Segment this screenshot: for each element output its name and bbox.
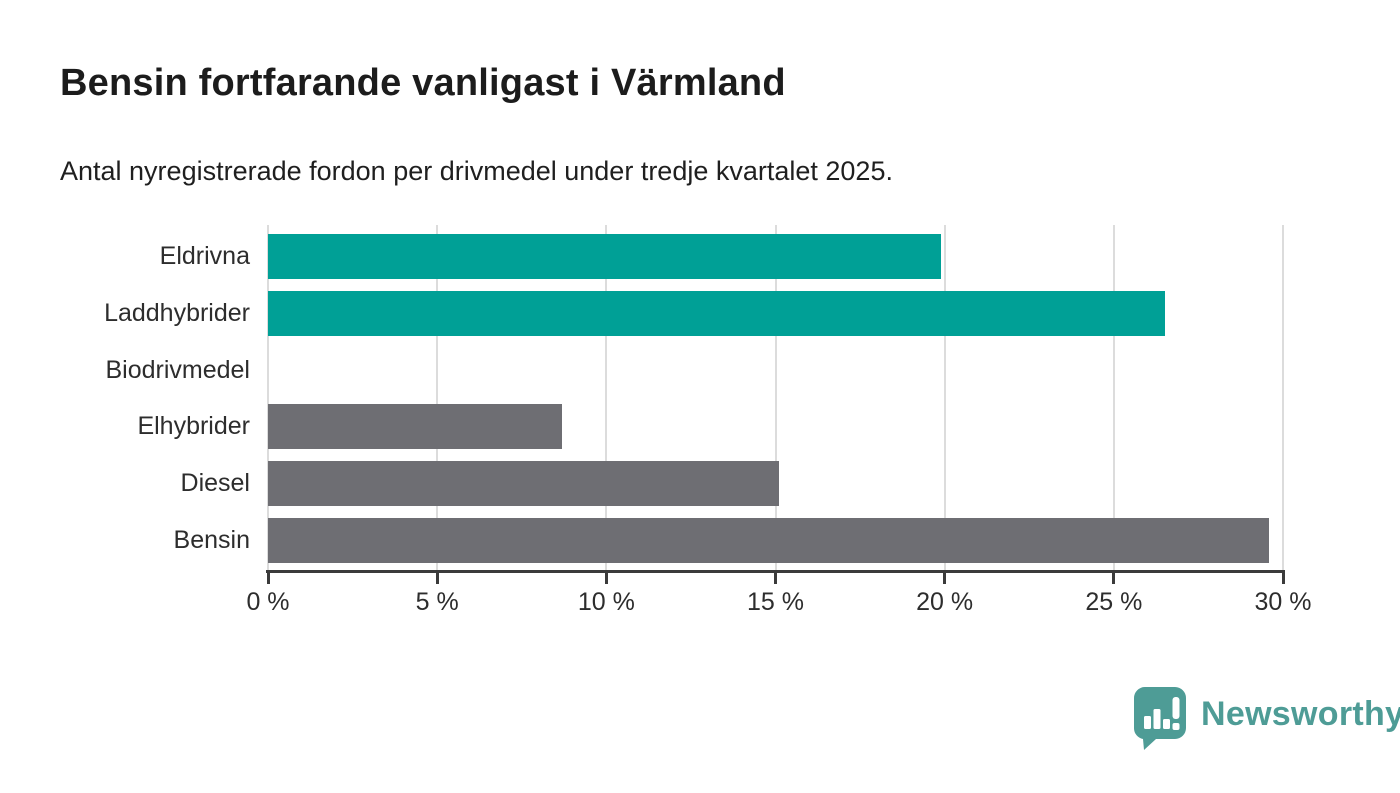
x-tick — [1112, 570, 1116, 584]
newsworthy-logo: Newsworthy — [1133, 686, 1400, 752]
bar-laddhybrider — [268, 290, 1165, 336]
logo-bar-2 — [1153, 709, 1161, 729]
chart-title: Bensin fortfarande vanligast i Värmland — [60, 62, 786, 104]
logo-bar-1 — [1144, 716, 1151, 729]
category-label: Biodrivmedel — [105, 355, 250, 384]
category-label: Bensin — [173, 526, 250, 554]
plot-area — [267, 225, 1284, 570]
gridline — [267, 225, 269, 570]
x-tick-label: 15 % — [747, 588, 804, 616]
x-tick-label: 25 % — [1085, 588, 1143, 616]
category-labels: Eldrivna Laddhybrider Biodrivmedel Elhybrid… — [0, 225, 250, 570]
x-tick-label: 30 % — [1254, 588, 1312, 616]
gridline — [605, 225, 608, 570]
x-tick — [435, 570, 439, 584]
gridline — [1112, 225, 1115, 570]
bar-bensin — [268, 518, 1270, 563]
x-tick — [943, 570, 947, 584]
category-label: Eldrivna — [159, 242, 250, 270]
newsworthy-logo-icon — [1133, 687, 1186, 750]
category-label: Elhybrider — [137, 412, 250, 441]
bar-elhybrider — [268, 404, 563, 450]
x-tick — [604, 570, 608, 584]
logo-exclamation-dot — [1172, 723, 1180, 730]
x-tick-label: 20 % — [916, 588, 974, 616]
logo-exclamation-line — [1172, 697, 1180, 719]
x-tick — [774, 570, 777, 584]
x-tick-label: 5 % — [415, 588, 459, 616]
x-tick-label: 10 % — [577, 588, 635, 616]
x-tick — [1281, 570, 1285, 584]
gridline — [774, 225, 777, 570]
bar-diesel — [268, 461, 779, 507]
logo-bar-3 — [1163, 719, 1170, 729]
gridline — [436, 225, 439, 570]
chart-subtitle: Antal nyregistrerade fordon per drivmede… — [60, 156, 893, 186]
category-label: Laddhybrider — [104, 298, 250, 327]
gridline — [943, 225, 946, 570]
gridline — [1282, 225, 1284, 570]
newsworthy-brand-text: Newsworthy — [1201, 694, 1400, 733]
x-tick-label: 0 % — [246, 588, 290, 616]
x-tick — [266, 570, 270, 584]
bar-eldrivna — [268, 234, 942, 279]
category-label: Diesel — [180, 469, 250, 498]
